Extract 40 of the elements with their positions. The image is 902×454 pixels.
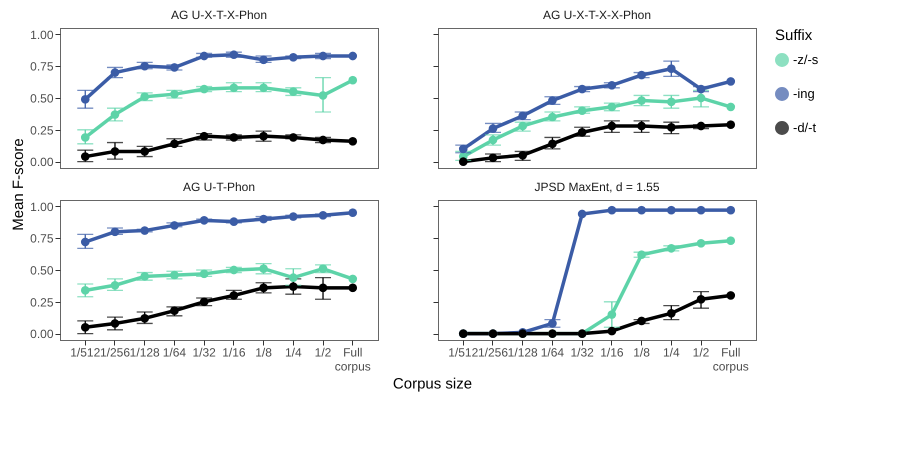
x-tick-label: 1/16	[222, 346, 246, 360]
x-tick-label: 1/512	[70, 346, 101, 360]
y-tick-label: 0.50	[30, 264, 54, 278]
x-tick-label: 1/512	[448, 346, 479, 360]
chart-title: JPSD MaxEnt, d = 1.55	[534, 180, 660, 194]
legend-title: Suffix	[775, 27, 813, 44]
x-tick-label: 1/32	[192, 346, 216, 360]
y-tick-label: 0.00	[30, 155, 54, 170]
x-tick-label: 1/2	[692, 346, 710, 360]
y-tick-label: 1.00	[30, 200, 54, 214]
x-tick-label: 1/2	[314, 346, 332, 360]
x-tick-label: 1/64	[162, 346, 186, 360]
x-tick-label: 1/8	[633, 346, 650, 360]
x-tick-label: 1/4	[284, 346, 302, 360]
x-tick-label: 1/4	[662, 346, 680, 360]
y-tick-label: 0.25	[30, 123, 54, 138]
y-tick-label: 1.00	[30, 28, 54, 42]
y-axis-title: Mean F-score	[10, 138, 28, 231]
y-tick-label: 0.00	[30, 327, 54, 342]
x-tick-label: 1/256	[478, 346, 508, 360]
legend-label: -ing	[793, 86, 815, 101]
x-tick-label: 1/16	[600, 346, 624, 360]
x-tick-label: 1/8	[255, 346, 272, 360]
y-tick-label: 0.75	[30, 60, 54, 74]
x-axis-title: Corpus size	[392, 376, 472, 392]
legend-label: -d/-t	[793, 120, 816, 135]
chart-title: AG U-T-Phon	[182, 180, 256, 194]
y-tick-label: 0.75	[30, 232, 54, 246]
chart-title: AG U-X-T-X-Phon	[170, 8, 268, 22]
x-tick-label: 1/256	[100, 346, 130, 360]
x-tick-label: 1/128	[508, 346, 538, 360]
x-tick-label: Full corpus	[712, 346, 749, 374]
x-tick-label: 1/32	[570, 346, 594, 360]
x-tick-label: 1/128	[130, 346, 160, 360]
y-tick-label: 0.25	[30, 295, 54, 310]
chart-title: AG U-X-T-X-X-Phon	[542, 8, 652, 22]
x-tick-label: Full corpus	[334, 346, 371, 374]
x-tick-label: 1/64	[540, 346, 564, 360]
y-tick-label: 0.50	[30, 92, 54, 106]
legend-label: -z/-s	[793, 52, 819, 67]
